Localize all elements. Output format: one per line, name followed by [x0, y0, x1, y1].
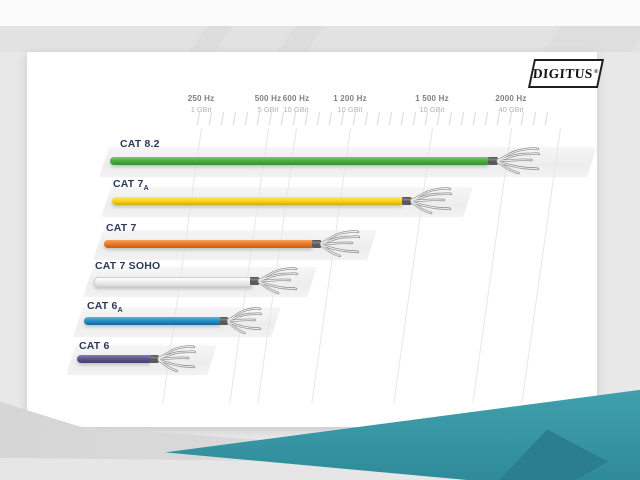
tick-bandwidth: 10 GBit [283, 105, 309, 114]
cable-category: CAT 8.2 [120, 138, 160, 150]
axis-tick-label: 2000 Hz 40 GBit [481, 94, 541, 114]
registered-trademark-icon: ® [593, 68, 600, 74]
minor-tick [388, 111, 392, 125]
digitus-logo: DIGITUS® [527, 59, 605, 88]
axis-tick-label: 500 Hz 5 GBit [238, 94, 298, 114]
axis-tick-label: 1 500 Hz 10 GBit [402, 94, 462, 114]
cable-label-cat-6: CAT 6 [79, 340, 110, 352]
cable-cat-7-soho [94, 277, 252, 287]
bottom-decor [0, 388, 640, 480]
cable-cat-7 [104, 240, 312, 248]
minor-tick [544, 111, 548, 125]
tick-bandwidth: 1 GBit [190, 105, 212, 114]
cable-frayed-end-cat-8-2 [488, 146, 541, 176]
tick-frequency: 250 Hz [187, 94, 215, 103]
tick-bandwidth: 10 GBit [337, 105, 363, 114]
cable-category: CAT 7 SOHO [95, 260, 161, 272]
axis-tick-label: 250 Hz 1 GBit [171, 94, 231, 114]
cable-cat-8-2 [110, 157, 488, 165]
tick-frequency: 600 Hz [282, 94, 310, 103]
cable-cat-6 [77, 355, 150, 363]
tick-frequency: 500 Hz [254, 94, 282, 103]
cable-label-cat-8-2: CAT 8.2 [120, 138, 160, 150]
axis-tick-label: 600 Hz 10 GBit [266, 94, 326, 114]
cable-category: CAT 7 [106, 222, 137, 234]
minor-tick [472, 111, 476, 125]
cable-category-subscript: A [143, 185, 149, 193]
tick-bandwidth: 40 GBit [498, 105, 524, 114]
cable-frayed-end-cat-6-a [220, 306, 263, 336]
tick-frequency: 1 500 Hz [415, 94, 449, 103]
cable-label-cat-7-soho: CAT 7 SOHO [95, 260, 160, 272]
axis-tick-label: 1 200 Hz 10 GBit [320, 94, 380, 114]
cable-label-cat-7-a: CAT 7A [113, 178, 149, 192]
tick-bandwidth: 5 GBit [257, 105, 279, 114]
cable-frayed-end-cat-6 [150, 344, 197, 374]
minor-tick [232, 111, 236, 125]
cable-frayed-end-cat-7-a [402, 186, 453, 216]
cable-label-cat-6-a: CAT 6A [87, 300, 123, 314]
cable-frayed-end-cat-7 [312, 229, 361, 259]
brand-name: DIGITUS [532, 65, 594, 81]
cable-cat-7-a [112, 197, 402, 205]
tick-frequency: 2000 Hz [495, 94, 527, 103]
digitus-logo-text: DIGITUS® [533, 66, 600, 82]
cable-cat-6-a [84, 317, 220, 325]
cable-category: CAT 7 [113, 178, 144, 190]
cable-label-cat-7: CAT 7 [106, 222, 137, 234]
cable-frayed-end-cat-7-soho [250, 266, 299, 296]
cable-category-subscript: A [117, 307, 123, 315]
cable-category: CAT 6 [79, 340, 110, 352]
tick-frequency: 1 200 Hz [333, 94, 367, 103]
tick-bandwidth: 10 GBit [419, 105, 445, 114]
cable-category: CAT 6 [87, 300, 118, 312]
top-white-strip [0, 0, 640, 26]
